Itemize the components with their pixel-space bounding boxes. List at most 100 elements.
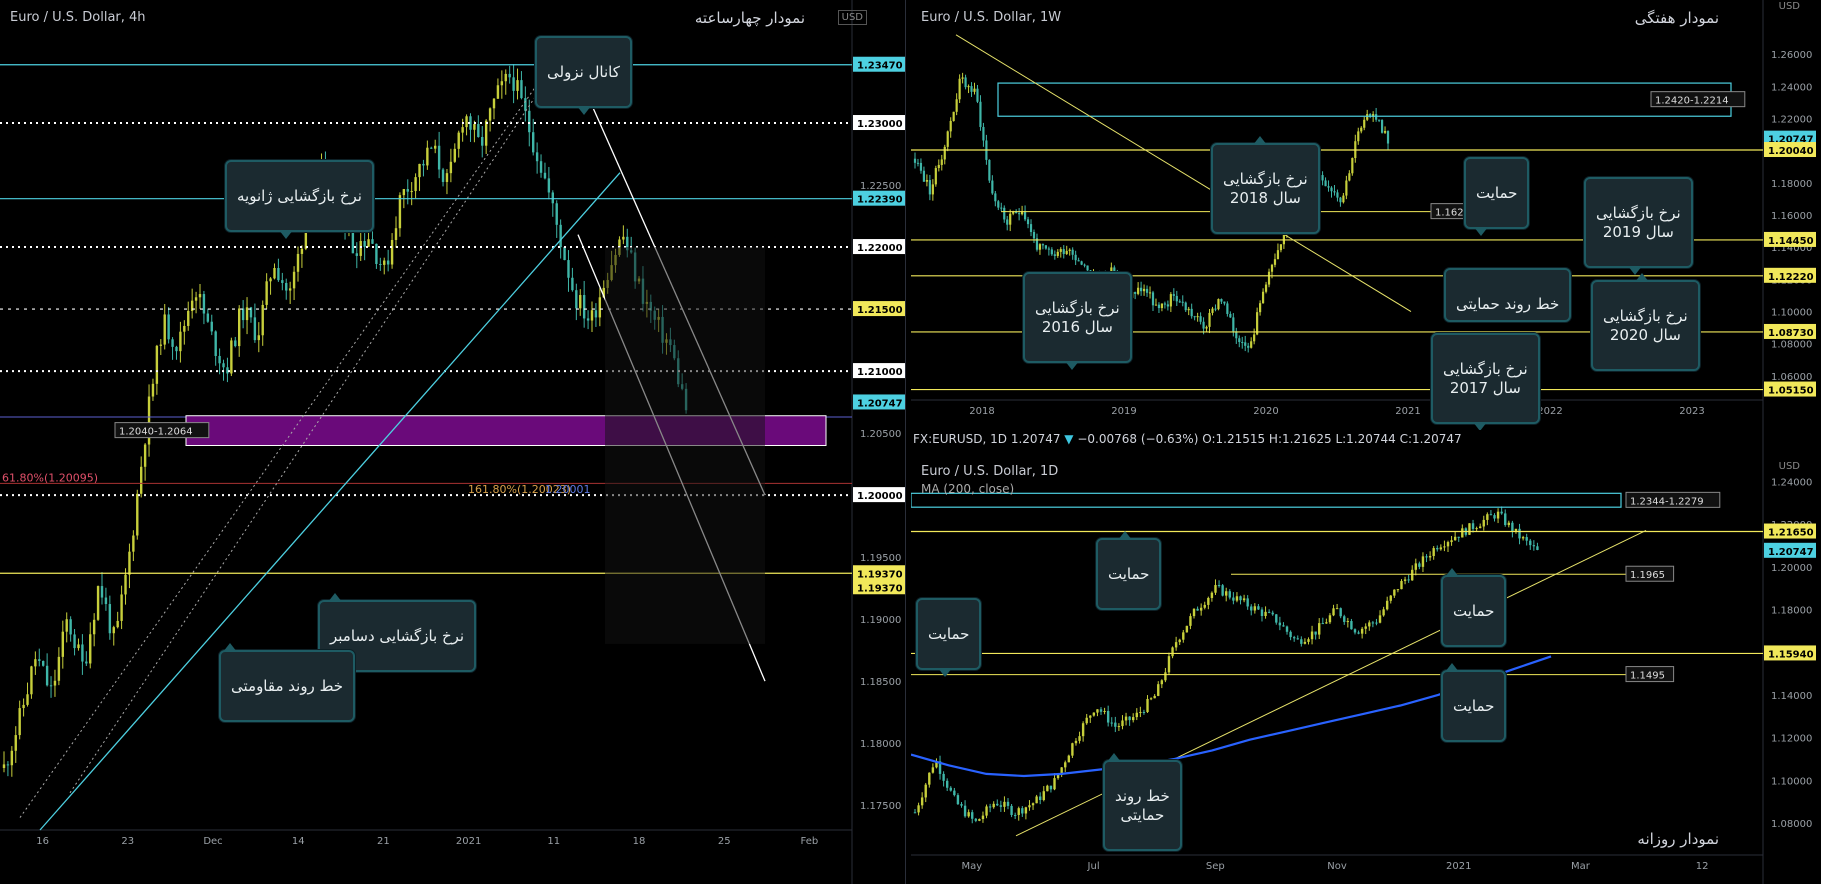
- candle-body: [38, 659, 41, 661]
- price-tag-bg: [1764, 231, 1816, 247]
- price-tag-bg: [1764, 130, 1816, 146]
- chart-4h-canvas[interactable]: 1.17500 1.18000 1.18500 1.19000 1.19500 1.200…: [0, 0, 905, 884]
- price-tag-bg: [853, 190, 905, 206]
- candle-body: [919, 162, 923, 171]
- chart-panel-1w[interactable]: 1.060001.080001.100001.120001.140001.160…: [911, 0, 1821, 431]
- candle-body: [528, 110, 531, 133]
- callout-support-2: حمایت: [1441, 568, 1507, 648]
- candle-body: [1324, 180, 1327, 187]
- candle-body: [1325, 622, 1328, 624]
- candle-body: [1202, 321, 1205, 329]
- currency-badge[interactable]: USD: [1778, 461, 1800, 472]
- candle-body: [300, 248, 304, 254]
- price-tag: 1.15940: [1768, 649, 1814, 660]
- price-tag-bg: [853, 56, 905, 72]
- candle-body: [500, 81, 504, 86]
- candle-body: [1064, 762, 1067, 768]
- candle-body: [1080, 261, 1083, 265]
- candle-body: [961, 77, 964, 79]
- candle-body: [1148, 292, 1152, 294]
- candle-body: [210, 321, 213, 332]
- candle-body: [128, 551, 131, 575]
- candle-body: [496, 85, 500, 99]
- price-tag-bg: [853, 363, 905, 379]
- candle-body: [473, 124, 476, 130]
- candle-body: [1117, 726, 1121, 728]
- candle-body: [955, 99, 958, 112]
- fib-label-mid2: 1.20001: [545, 483, 591, 496]
- candle-body: [1149, 698, 1153, 700]
- candle-body: [1279, 244, 1283, 251]
- candle-body: [1385, 600, 1389, 610]
- candle-body: [426, 147, 429, 166]
- candle-body: [1228, 591, 1231, 598]
- chart-1d-canvas[interactable]: 1.080001.100001.120001.140001.160001.180…: [911, 430, 1821, 884]
- chart-panel-1d[interactable]: 1.080001.100001.120001.140001.160001.180…: [911, 430, 1821, 884]
- chart-panel-4h[interactable]: 1.17500 1.18000 1.18500 1.19000 1.19500 1.200…: [0, 0, 906, 884]
- candle-body: [1167, 656, 1171, 673]
- currency-badge[interactable]: USD: [1778, 1, 1800, 12]
- candle-body: [116, 620, 119, 628]
- candle-body: [1439, 547, 1443, 550]
- candle-body: [1106, 710, 1110, 723]
- candle-body: [1378, 119, 1381, 121]
- ma-label[interactable]: MA (200, close): [921, 482, 1015, 496]
- currency-badge[interactable]: USD: [837, 10, 867, 25]
- callout-text: حمایت: [1108, 564, 1150, 583]
- candle-body: [1270, 264, 1274, 272]
- down-arrow-icon: ▼: [1064, 432, 1074, 446]
- candle-body: [77, 644, 80, 649]
- candle-body: [1071, 743, 1074, 756]
- candle-body: [1500, 511, 1503, 514]
- candle-body: [551, 192, 554, 204]
- candle-body: [1300, 639, 1303, 644]
- candle-body: [1074, 740, 1078, 744]
- x-tick-label: 2019: [1111, 406, 1136, 417]
- candle-body: [383, 260, 386, 265]
- candle-body: [1160, 303, 1164, 309]
- candle-body: [1071, 249, 1074, 255]
- candle-body: [1135, 712, 1138, 718]
- price-tag: 1.20040: [1768, 146, 1814, 157]
- candle-body: [49, 685, 53, 687]
- candle-body: [1418, 563, 1421, 567]
- candle-body: [422, 163, 425, 166]
- candle-body: [1346, 621, 1350, 623]
- x-tick-label: 2022: [1537, 406, 1562, 417]
- candle-body: [937, 164, 940, 169]
- candle-body: [924, 784, 927, 798]
- candle-body: [1049, 785, 1053, 790]
- x-tick-label: Mar: [1571, 861, 1591, 872]
- callout-text: حمایت: [928, 624, 970, 643]
- candle-body: [1017, 808, 1020, 815]
- candle-body: [1139, 711, 1142, 713]
- candle-body: [245, 307, 249, 321]
- symbol-label: Euro / U.S. Dollar, 1W: [921, 10, 1062, 25]
- candle-body: [238, 308, 241, 347]
- candle-body: [1493, 515, 1496, 519]
- panel-title: نمودار هفتگی: [1634, 9, 1719, 27]
- x-tick-label: 14: [292, 836, 305, 847]
- candle-body: [108, 604, 112, 634]
- candle-body: [516, 80, 519, 91]
- candle-body: [1275, 614, 1278, 623]
- candle-body: [1327, 186, 1330, 188]
- candle-body: [163, 314, 166, 345]
- candle-body: [1504, 513, 1507, 526]
- candle-body: [1182, 632, 1185, 640]
- candle-body: [1044, 245, 1047, 249]
- callout-support-1: حمایت: [1096, 531, 1162, 611]
- candle-body: [970, 86, 973, 92]
- callout-text: نرخ بازگشایی سال 2017: [1443, 359, 1528, 397]
- callout-trend-support-1d: خط روند حمایتی: [1103, 753, 1182, 851]
- candle-body: [1246, 598, 1249, 607]
- candle-body: [371, 239, 374, 244]
- candle-body: [1328, 615, 1332, 623]
- candle-body: [453, 148, 456, 162]
- candle-body: [934, 168, 937, 185]
- candle-body: [190, 300, 194, 311]
- candle-body: [916, 162, 920, 164]
- candle-body: [1350, 621, 1353, 630]
- candle-body: [132, 535, 135, 552]
- candle-body: [1259, 303, 1262, 313]
